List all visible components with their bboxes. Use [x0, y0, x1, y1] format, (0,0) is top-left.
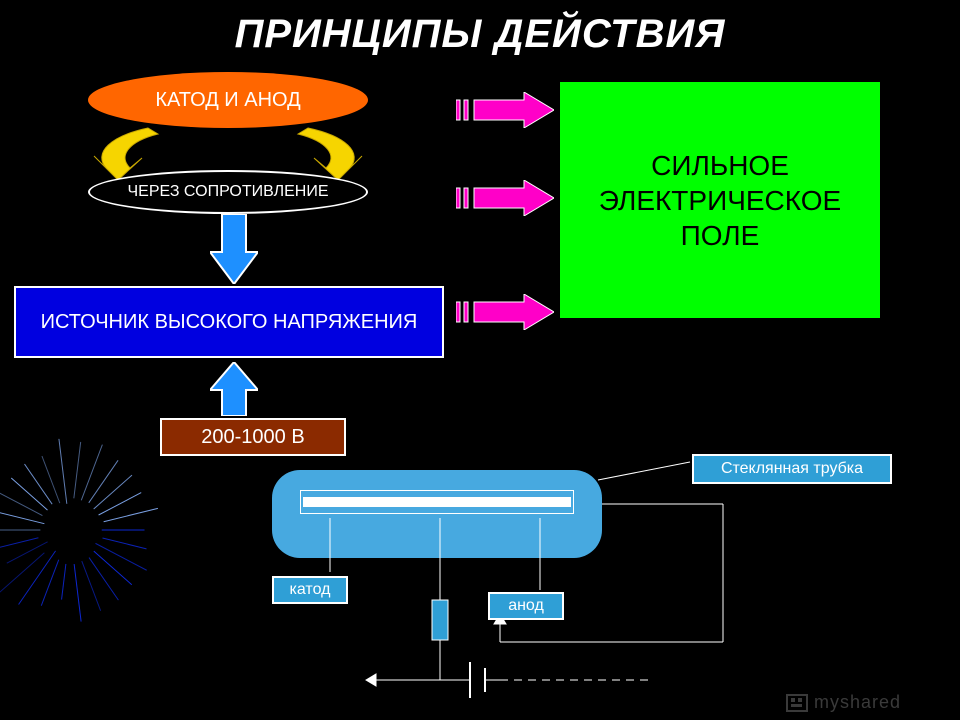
anode-label-box: анод — [488, 592, 564, 620]
glass-tube-label: Стеклянная трубка — [721, 460, 863, 478]
watermark: myshared — [786, 692, 901, 713]
watermark-text: myshared — [814, 692, 901, 713]
anode-label: анод — [508, 597, 544, 615]
circuit-svg — [0, 0, 960, 720]
cathode-label-box: катод — [272, 576, 348, 604]
watermark-icon — [786, 694, 808, 712]
diagram-stage: ПРИНЦИПЫ ДЕЙСТВИЯ СИЛЬНОЕЭЛЕКТРИЧЕСКОЕПО… — [0, 0, 960, 720]
cathode-label: катод — [290, 581, 331, 599]
glass-tube-label-box: Стеклянная трубка — [692, 454, 892, 484]
